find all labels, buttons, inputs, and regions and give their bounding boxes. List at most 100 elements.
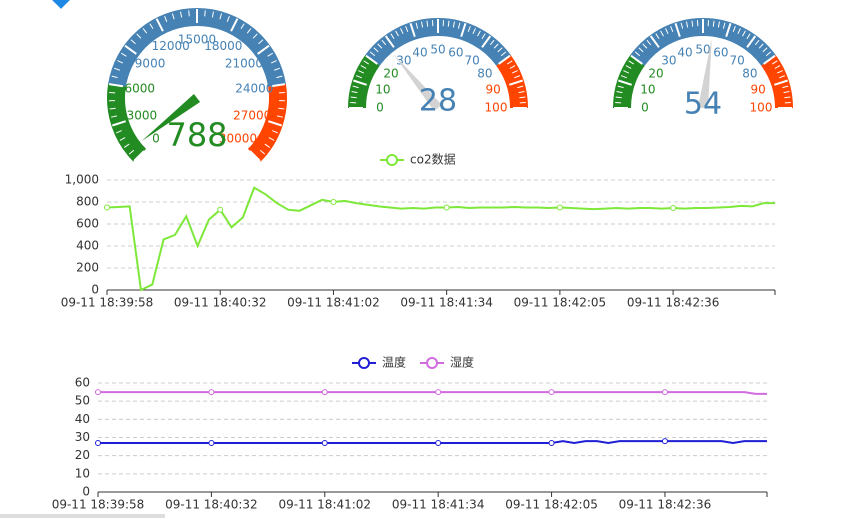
gauge-major-tick	[108, 83, 124, 88]
y-tick-label: 40	[75, 412, 90, 426]
gauge-minor-tick	[481, 33, 486, 40]
gauge-major-tick	[725, 23, 732, 37]
series-point	[435, 389, 442, 396]
y-tick-label: 20	[75, 448, 90, 462]
gauge-minor-tick	[128, 149, 135, 155]
series-line	[106, 186, 775, 292]
gauge-minor-tick	[180, 11, 183, 18]
gauge-major-tick	[618, 79, 632, 86]
gauge-tick-label: 90	[751, 83, 766, 97]
series-point	[217, 206, 224, 213]
gauge-major-tick	[270, 83, 286, 88]
x-tick-label: 09-11 18:39:58	[61, 296, 154, 310]
legend-symbol	[358, 357, 370, 369]
gauge-minor-tick	[758, 43, 764, 49]
gauge-minor-tick	[511, 70, 518, 74]
gauge-minor-tick	[686, 21, 689, 28]
gauge-tick-label: 20	[648, 66, 663, 80]
gauge-minor-tick	[514, 75, 521, 79]
gauge-minor-tick	[114, 67, 121, 71]
gauge-minor-tick	[779, 75, 786, 79]
series-point	[95, 389, 101, 396]
gauge-tick-label: 18000	[204, 39, 242, 53]
gauge-major-tick	[353, 79, 367, 86]
gauge-minor-tick	[355, 75, 362, 79]
gauge-tick-label: 30	[661, 54, 676, 68]
gauge-minor-tick	[252, 33, 258, 39]
y-tick-label: 30	[75, 430, 90, 444]
gauge-minor-tick	[634, 51, 641, 57]
gauge-minor-tick	[117, 60, 124, 64]
gauge-major-tick	[155, 18, 164, 32]
y-tick-label: 0	[91, 283, 99, 297]
gauge-tick-label: 40	[412, 45, 427, 59]
gauge-minor-tick	[246, 28, 252, 34]
y-tick-label: 60	[75, 376, 90, 390]
gauge-minor-tick	[519, 96, 526, 99]
gauge-tick-label: 70	[464, 54, 479, 68]
gauge-minor-tick	[457, 22, 461, 29]
x-tick-label: 09-11 18:41:02	[278, 498, 371, 512]
gauge-minor-tick	[782, 85, 789, 89]
gauge-minor-tick	[497, 47, 503, 53]
gauge-minor-tick	[615, 96, 622, 99]
gauge-major-tick	[112, 120, 126, 127]
gauge-minor-tick	[351, 91, 358, 94]
gauge-tick-label: 60	[448, 45, 463, 59]
gauge-minor-tick	[360, 65, 367, 69]
gauge-value: 54	[684, 87, 722, 122]
logo-icon	[51, 0, 71, 9]
y-tick-label: 0	[82, 485, 90, 499]
gauge-tick-label: 0	[641, 101, 649, 115]
x-tick-label: 09-11 18:42:36	[627, 296, 720, 310]
series-point	[661, 438, 668, 445]
gauge-minor-tick	[400, 28, 404, 35]
gauge-minor-tick	[369, 51, 376, 57]
gauge-tick-label: 100	[485, 101, 508, 115]
gauge-tick-label: 30	[396, 54, 411, 68]
gauge-minor-tick	[278, 107, 285, 110]
gauge-minor-tick	[680, 22, 684, 29]
gauge-minor-tick	[390, 33, 395, 40]
x-tick-label: 09-11 18:41:02	[287, 296, 380, 310]
gauge-value: 788	[166, 116, 227, 154]
gauge-minor-tick	[219, 13, 223, 20]
gauge-minor-tick	[109, 107, 116, 110]
gauge-minor-tick	[121, 52, 127, 57]
gauge-minor-tick	[267, 52, 273, 57]
gauge-minor-tick	[783, 91, 790, 94]
series-point	[95, 439, 101, 446]
gauge-minor-tick	[691, 20, 694, 27]
gauge-minor-tick	[350, 96, 357, 99]
gauge-major-tick	[674, 23, 681, 37]
gauge-major-tick	[365, 54, 378, 65]
x-tick-label: 09-11 18:42:05	[514, 296, 607, 310]
gauge-major-tick	[481, 35, 492, 48]
gauge-minor-tick	[142, 28, 148, 34]
series-point	[670, 205, 677, 212]
gauge-minor-tick	[742, 30, 746, 37]
x-tick-label: 09-11 18:42:36	[619, 498, 712, 512]
gauge-major-tick	[257, 44, 270, 55]
x-tick-label: 09-11 18:42:05	[505, 498, 598, 512]
series-point	[208, 439, 215, 446]
gauge-pointer	[141, 94, 201, 142]
gauge-minor-tick	[149, 23, 154, 30]
gauge-major-tick	[384, 35, 395, 48]
gauge-major-tick	[133, 150, 145, 162]
gauge-tick-label: 10	[375, 83, 390, 97]
gauge-major-tick	[460, 23, 467, 37]
gauge-minor-tick	[620, 75, 627, 79]
gauge-tick-label: 15000	[178, 33, 216, 47]
gauge-minor-tick	[268, 137, 275, 141]
gauge-tick-label: 10	[640, 83, 655, 97]
gauge-major-tick	[774, 79, 788, 86]
y-tick-label: 10	[75, 466, 90, 480]
gauge-major-tick	[509, 79, 523, 86]
gauge-tick-label: 60	[713, 45, 728, 59]
scrollbar	[0, 514, 165, 518]
gauge-major-tick	[649, 35, 660, 48]
gauge-minor-tick	[625, 65, 632, 69]
gauge-minor-tick	[638, 47, 644, 53]
gauge-major-tick	[498, 54, 511, 65]
